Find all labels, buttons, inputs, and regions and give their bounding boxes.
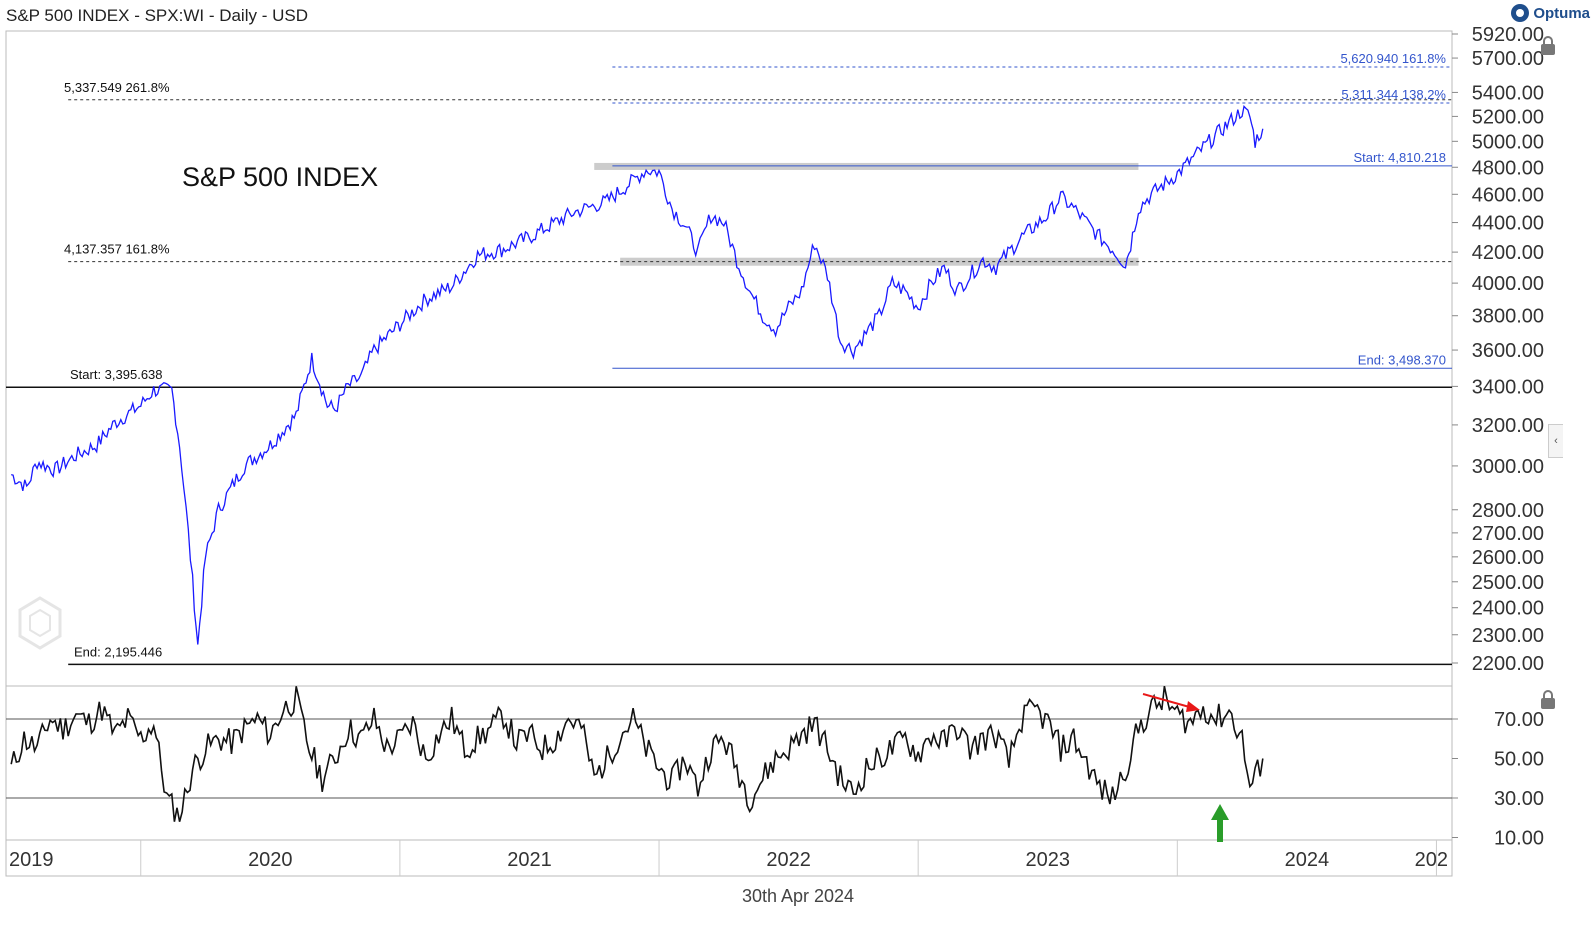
price-tick-label-19: 2400.00 bbox=[1472, 598, 1544, 620]
rsi-panel-frame bbox=[5, 685, 1453, 841]
price-panel-frame bbox=[5, 30, 1453, 687]
price-scale-lock-icon[interactable] bbox=[1540, 36, 1556, 56]
price-tick-label-20: 2300.00 bbox=[1472, 625, 1544, 647]
price-tick-label-11: 3600.00 bbox=[1472, 340, 1544, 362]
price-tick-label-0: 5920.00 bbox=[1472, 24, 1544, 46]
chart-canvas[interactable]: 5,620.940 161.8% 5,311.344 138.2% 5,337.54… bbox=[0, 0, 1596, 880]
optuma-logo-icon bbox=[1511, 4, 1530, 22]
x-tick-label-6: 202 bbox=[1415, 849, 1448, 871]
x-tick-label-0: 2019 bbox=[9, 849, 54, 871]
price-tick-label-18: 2500.00 bbox=[1472, 572, 1544, 594]
start-3395-label: Start: 3,395.638 bbox=[70, 367, 163, 382]
price-tick-label-21: 2200.00 bbox=[1472, 653, 1544, 675]
fib-5311-label: 5,311.344 138.2% bbox=[1341, 87, 1446, 102]
x-tick-label-3: 2022 bbox=[766, 849, 811, 871]
price-tick-label-5: 4800.00 bbox=[1472, 157, 1544, 179]
rsi-tick-label-2: 30.00 bbox=[1494, 788, 1544, 810]
rsi-layer bbox=[6, 685, 1452, 822]
price-tick-label-9: 4000.00 bbox=[1472, 273, 1544, 295]
fib-4137-label: 4,137.357 161.8% bbox=[64, 242, 170, 257]
chart-title: S&P 500 INDEX bbox=[182, 162, 378, 192]
price-tick-label-13: 3200.00 bbox=[1472, 415, 1544, 437]
optuma-logo: Optuma bbox=[1511, 4, 1590, 22]
price-tick-label-7: 4400.00 bbox=[1472, 213, 1544, 235]
rsi-series-line bbox=[10, 685, 1264, 822]
price-layer: 5,620.940 161.8% 5,311.344 138.2% 5,337.54… bbox=[6, 51, 1452, 666]
price-tick-label-14: 3000.00 bbox=[1472, 456, 1544, 478]
price-tick-label-16: 2700.00 bbox=[1472, 523, 1544, 545]
x-tick-label-4: 2023 bbox=[1025, 849, 1070, 871]
x-axis-frame bbox=[5, 839, 1453, 877]
price-tick-label-4: 5000.00 bbox=[1472, 131, 1544, 153]
brand-name: Optuma bbox=[1533, 4, 1590, 22]
price-tick-label-8: 4200.00 bbox=[1472, 242, 1544, 264]
x-tick-label-5: 2024 bbox=[1285, 849, 1330, 871]
start-4810-label: Start: 4,810.218 bbox=[1353, 150, 1446, 165]
price-tick-label-17: 2600.00 bbox=[1472, 547, 1544, 569]
price-tick-label-1: 5700.00 bbox=[1472, 48, 1544, 70]
price-tick-label-12: 3400.00 bbox=[1472, 376, 1544, 398]
collapse-panel-chevron-icon[interactable]: ‹ bbox=[1548, 424, 1563, 458]
fib-5620-label: 5,620.940 161.8% bbox=[1340, 51, 1446, 66]
price-tick-label-2: 5400.00 bbox=[1472, 82, 1544, 104]
end-3498-label: End: 3,498.370 bbox=[1358, 352, 1446, 367]
red-down-arrow bbox=[1142, 693, 1200, 712]
price-tick-label-15: 2800.00 bbox=[1472, 500, 1544, 522]
grindstone-watermark bbox=[18, 596, 62, 650]
x-tick-label-2: 2021 bbox=[507, 849, 552, 871]
green-up-arrow bbox=[1211, 804, 1229, 842]
rsi-tick-label-3: 10.00 bbox=[1494, 828, 1544, 850]
price-tick-label-10: 3800.00 bbox=[1472, 306, 1544, 328]
rsi-tick-label-1: 50.00 bbox=[1494, 749, 1544, 771]
rsi-tick-label-0: 70.00 bbox=[1494, 709, 1544, 731]
rsi-scale-lock-icon[interactable] bbox=[1540, 690, 1556, 710]
price-series-line bbox=[11, 105, 1264, 645]
price-tick-label-3: 5200.00 bbox=[1472, 106, 1544, 128]
chart-header-title: S&P 500 INDEX - SPX:WI - Daily - USD bbox=[6, 6, 308, 25]
footer-date: 30th Apr 2024 bbox=[741, 886, 855, 906]
x-tick-label-1: 2020 bbox=[248, 849, 293, 871]
fib-5337-label: 5,337.549 261.8% bbox=[64, 80, 170, 95]
price-tick-label-6: 4600.00 bbox=[1472, 184, 1544, 206]
resistance-zone bbox=[594, 162, 1139, 170]
end-2195-label: End: 2,195.446 bbox=[74, 644, 162, 659]
